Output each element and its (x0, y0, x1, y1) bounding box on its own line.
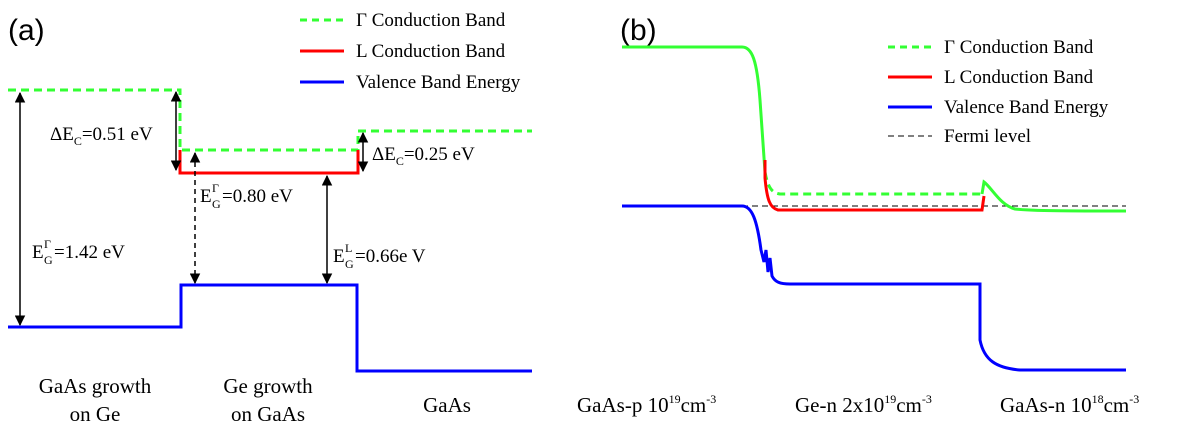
panel-a-letter: (a) (8, 14, 45, 47)
l-conduction-band-b (763, 160, 986, 212)
gamma-conduction-band-b-left (622, 45, 767, 173)
svg-text:E: E (333, 246, 345, 267)
legend-b-valence-label: Valence Band Energy (944, 97, 1109, 118)
label-eg-l-ge: E L G =0.66e V (333, 241, 426, 271)
l-conduction-band-a (178, 150, 360, 175)
region-b-gaas-p: GaAs-p 1019cm-3 (577, 392, 716, 417)
panel-b: (b) Γ Conduction Band L Conduction Band … (577, 14, 1139, 417)
svg-text:=1.42 eV: =1.42 eV (54, 242, 125, 263)
legend-a-valence-label: Valence Band Energy (356, 72, 521, 93)
panel-a-legend: Γ Conduction Band L Conduction Band Vale… (300, 10, 521, 93)
valence-band-a (8, 283, 532, 373)
label-dec-left: ΔEC=0.51 eV (50, 124, 153, 148)
svg-text:Γ: Γ (44, 237, 51, 251)
region-b-gaas-n: GaAs-n 1018cm-3 (1000, 392, 1139, 417)
label-eg-gamma-ge: E Γ G =0.80 eV (200, 181, 293, 211)
svg-text:G: G (44, 253, 53, 267)
svg-text:L: L (345, 241, 352, 255)
panel-a: (a) Γ Conduction Band L Conduction Band … (8, 10, 532, 426)
svg-text:=0.80 eV: =0.80 eV (222, 186, 293, 207)
legend-a-gamma-label: Γ Conduction Band (356, 10, 506, 31)
svg-text:Γ: Γ (212, 181, 219, 195)
legend-b-fermi-label: Fermi level (944, 126, 1031, 147)
region-a-ge-on-gaas-line2: on GaAs (231, 402, 305, 426)
svg-text:E: E (200, 186, 212, 207)
svg-text:G: G (345, 257, 354, 271)
valence-band-b (622, 204, 1126, 372)
region-a-ge-on-gaas-line1: Ge growth (223, 374, 313, 398)
svg-text:E: E (32, 242, 44, 263)
panel-b-letter: (b) (620, 14, 657, 47)
label-dec-right: ΔEC=0.25 eV (372, 144, 475, 168)
region-a-gaas-on-ge-line1: GaAs growth (39, 374, 152, 398)
svg-text:=0.66e V: =0.66e V (355, 246, 426, 267)
legend-a-l-label: L Conduction Band (356, 41, 506, 62)
svg-text:G: G (212, 197, 221, 211)
gamma-conduction-band-b-right (980, 179, 1127, 213)
gamma-conduction-band-b-middle (763, 171, 982, 196)
legend-b-gamma-label: Γ Conduction Band (944, 37, 1094, 58)
region-a-gaas-on-ge-line2: on Ge (70, 402, 121, 426)
legend-b-l-label: L Conduction Band (944, 67, 1094, 88)
label-eg-gaas: E Γ G =1.42 eV (32, 237, 125, 267)
gamma-conduction-band-a (8, 88, 532, 152)
region-a-gaas: GaAs (423, 393, 471, 417)
panel-b-legend: Γ Conduction Band L Conduction Band Vale… (888, 37, 1109, 147)
region-b-ge-n: Ge-n 2x1019cm-3 (795, 392, 932, 417)
